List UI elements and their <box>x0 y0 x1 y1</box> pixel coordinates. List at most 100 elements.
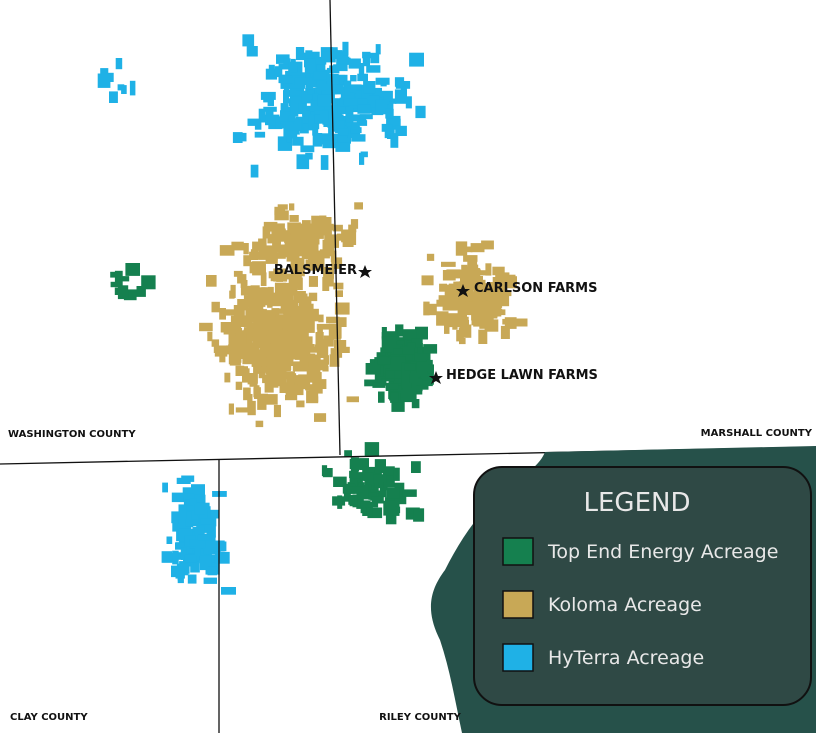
parcel <box>379 486 387 498</box>
parcel <box>330 135 341 141</box>
parcel <box>267 298 273 308</box>
parcel <box>181 505 195 515</box>
parcel <box>292 136 304 146</box>
parcel <box>262 226 271 239</box>
parcel <box>282 273 294 280</box>
parcel <box>283 81 297 89</box>
parcel <box>320 226 326 233</box>
parcel <box>336 50 343 59</box>
parcel <box>394 77 405 87</box>
parcel <box>415 326 428 340</box>
parcel <box>175 568 185 579</box>
parcel <box>117 285 129 300</box>
parcel <box>316 344 329 358</box>
parcel <box>441 261 456 267</box>
parcel <box>312 379 327 389</box>
parcel <box>184 493 195 500</box>
parcel <box>335 346 350 353</box>
parcel <box>291 66 298 73</box>
parcel <box>268 328 279 344</box>
parcel <box>265 368 281 375</box>
parcel <box>191 484 205 497</box>
parcel <box>439 283 447 292</box>
parcel <box>494 293 510 307</box>
parcel <box>360 151 368 158</box>
parcel <box>329 98 340 104</box>
parcel <box>255 366 270 373</box>
parcel <box>306 80 314 90</box>
parcel <box>500 325 510 339</box>
parcel <box>320 155 329 170</box>
parcel <box>365 363 381 375</box>
parcel <box>110 281 120 288</box>
parcel <box>284 235 293 243</box>
parcel <box>487 282 497 296</box>
parcel <box>184 554 197 563</box>
parcel <box>261 296 270 306</box>
parcel <box>438 295 451 306</box>
parcel <box>285 394 298 401</box>
parcel <box>444 291 458 300</box>
parcel <box>207 331 213 342</box>
parcel <box>359 152 365 165</box>
parcel <box>271 373 284 386</box>
parcel <box>290 337 297 349</box>
parcel <box>417 343 423 354</box>
parcel <box>219 245 235 256</box>
parcel <box>277 340 288 351</box>
parcel <box>301 91 307 104</box>
parcel <box>272 241 279 252</box>
parcel <box>206 275 217 287</box>
parcel <box>219 308 226 320</box>
parcel <box>320 135 331 141</box>
parcel <box>247 118 261 126</box>
parcel <box>141 275 156 290</box>
farm-label: CARLSON FARMS <box>474 281 597 296</box>
parcel <box>393 373 404 386</box>
parcel <box>373 87 382 98</box>
parcel <box>323 267 334 279</box>
parcel <box>280 330 288 340</box>
parcel <box>275 347 283 361</box>
parcel <box>368 492 377 500</box>
legend-swatch <box>502 643 534 672</box>
parcel <box>336 233 343 241</box>
parcel <box>423 301 430 316</box>
parcel <box>194 502 206 515</box>
parcel <box>301 72 311 78</box>
parcel <box>308 276 318 287</box>
parcel <box>267 350 280 362</box>
parcel <box>279 75 293 84</box>
parcel <box>254 357 267 367</box>
parcel <box>178 504 187 519</box>
parcel <box>394 491 407 505</box>
parcel <box>292 238 301 253</box>
parcel <box>450 269 465 278</box>
parcel <box>337 128 349 136</box>
parcel <box>405 96 412 109</box>
parcel <box>237 274 247 284</box>
farm-label: BALSMEIER <box>274 263 357 278</box>
parcel <box>343 488 351 502</box>
parcel <box>393 467 400 481</box>
parcel <box>345 111 354 123</box>
parcel <box>235 332 247 344</box>
parcel <box>361 88 373 101</box>
parcel <box>306 308 319 322</box>
parcel <box>293 384 304 396</box>
parcel <box>334 302 350 315</box>
parcel <box>284 308 290 318</box>
parcel <box>337 104 346 114</box>
parcel <box>214 551 230 564</box>
parcel <box>305 50 313 61</box>
parcel <box>313 57 327 65</box>
parcel <box>350 219 359 229</box>
parcel <box>189 498 197 504</box>
county-label: MARSHALL COUNTY <box>701 428 813 439</box>
parcel <box>312 235 320 241</box>
legend-label: Top End Energy Acreage <box>547 541 778 563</box>
parcel <box>245 353 255 364</box>
parcel <box>272 252 286 259</box>
parcel <box>486 305 502 317</box>
